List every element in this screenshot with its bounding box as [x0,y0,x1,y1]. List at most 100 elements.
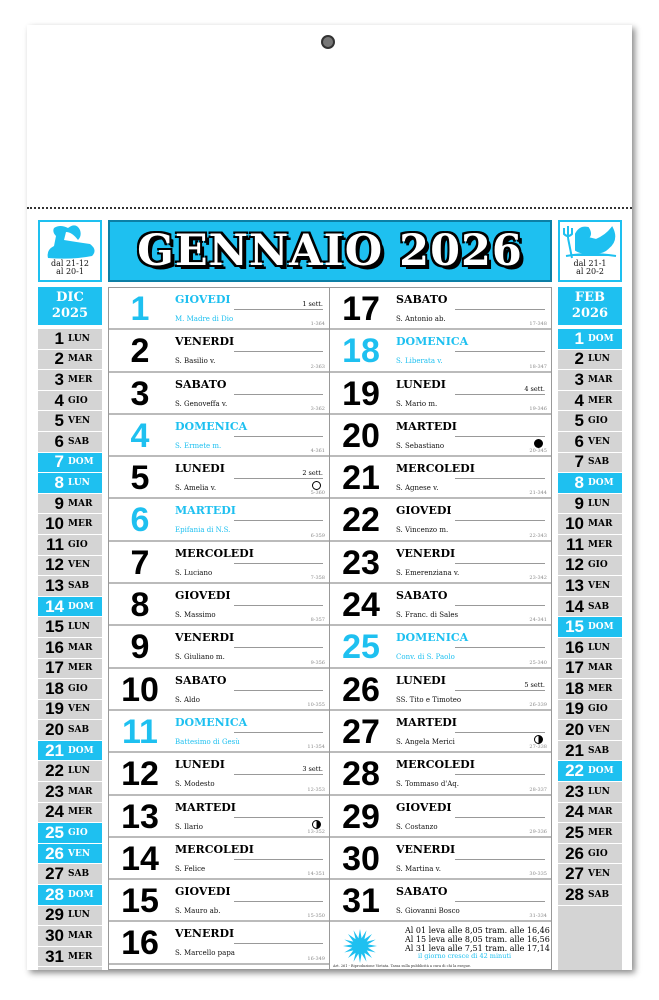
day-number: 12 [121,755,159,794]
weekday-name: SABATO [396,885,448,899]
side-day-number: 1 [574,328,584,348]
side-day-row: 16 LUN [558,638,622,659]
side-day-number: 1 [54,328,64,348]
weekday-name: DOMENICA [396,335,469,349]
side-day-number: 20 [565,720,584,740]
side-day-name: DOM [588,333,614,344]
day-row: 23 VENERDI S. Emerenziana v. 23-342 [330,542,551,585]
side-day-name: VEN [588,725,611,736]
saint-name: S. Marcello papa [175,949,235,958]
side-day-name: MAR [68,642,93,653]
day-row: 17 SABATO S. Antonio ab. 17-348 [330,288,551,331]
aquarius-icon [563,226,617,259]
moon-half-icon [312,819,321,829]
side-day-name: SAB [68,725,90,736]
side-day-name: GIO [68,539,88,550]
note-line [234,901,323,903]
side-day-number: 5 [54,411,64,431]
side-day-name: DOM [588,622,614,633]
day-number: 6 [130,501,150,540]
saint-name: S. Tommaso d'Aq. [396,780,459,789]
weekday-name: SABATO [396,293,448,306]
note-line [234,647,323,649]
page-title: GENNAIO 2026 [137,226,523,276]
day-number: 24 [342,586,380,625]
side-day-number: 24 [565,802,584,822]
day-number: 7 [130,543,150,582]
weekday-name: MERCOLEDI [396,758,475,772]
note-line [455,605,545,607]
side-day-name: MAR [68,786,93,797]
side-day-name: DOM [68,745,94,756]
weekday-name: MERCOLEDI [175,546,254,560]
side-day-name: MAR [588,519,613,530]
side-day-name: VEN [588,869,611,880]
side-day-row: 1 DOM [558,329,622,350]
side-day-name: SAB [588,889,610,900]
week-number: 3 sett. [302,765,323,774]
side-day-name: GIO [588,416,608,427]
side-day-number: 12 [45,555,64,575]
saint-name: S. Giovanni Bosco [396,907,460,916]
side-day-row: 26 GIO [558,844,622,865]
side-day-row: 14 SAB [558,597,622,618]
side-day-number: 27 [45,864,64,884]
sun-info-line: Al 15 leva alle 8,05 tram. alle 16,56 [405,935,550,945]
side-day-number: 14 [45,596,64,616]
side-day-name: LUN [588,498,610,509]
note-line [455,478,545,480]
days-column-2: 17 SABATO S. Antonio ab. 17-348 18 DOMENICA S.… [330,288,551,969]
day-row: 27 MARTEDI S. Angela Merici 27-338 [330,711,551,754]
day-of-year: 5-360 [310,490,325,497]
day-row: 1 GIOVEDI M. Madre di Dio 1-364 1 sett. [109,288,329,331]
saint-name: S. Costanzo [396,822,438,831]
saint-name: S. Sebastiano [396,441,445,450]
sun-icon [343,929,377,964]
side-day-name: GIO [68,683,88,694]
weekday-name: DOMENICA [396,631,469,645]
side-day-number: 18 [45,678,64,698]
day-of-year: 12-353 [307,786,325,793]
day-number: 15 [121,882,159,921]
side-day-name: LUN [68,333,90,344]
saint-name: S. Amelia v. [175,484,217,493]
side-day-number: 29 [45,905,64,925]
side-day-row: 2 MAR [38,349,102,371]
note-line [455,435,545,437]
moon-full-icon [312,481,321,491]
day-row: 5 LUNEDI S. Amelia v. 5-360 2 sett. [109,457,329,500]
side-day-row: 19 GIO [558,699,622,721]
side-day-name: MAR [68,931,93,942]
side-day-name: SAB [68,869,90,880]
note-line [234,435,323,437]
side-day-number: 24 [45,802,64,822]
day-number: 23 [342,543,380,582]
note-line [455,816,545,818]
weekday-name: MARTEDI [175,800,236,814]
day-of-year: 25-340 [529,659,547,666]
day-number: 14 [121,839,159,878]
note-line [455,689,545,691]
side-day-row: 3 MER [38,370,102,391]
day-of-year: 21-344 [529,490,547,497]
day-of-year: 14-351 [307,871,325,878]
side-day-row: 25 MER [558,823,622,844]
side-day-row: 10 MER [38,514,102,535]
day-number: 19 [342,374,380,413]
year-label: 2026 [571,306,609,321]
day-number: 26 [342,670,380,709]
weekday-name: VENERDI [175,335,235,349]
note-line [234,605,323,607]
side-day-row: 31 MER [38,947,102,968]
side-day-row: 20 SAB [38,720,102,741]
side-day-number: 5 [574,411,584,431]
week-number: 4 sett. [524,384,545,393]
day-number: 9 [130,628,150,667]
note-line [234,943,323,945]
side-day-name: LUN [68,622,90,633]
side-day-number: 28 [45,884,64,904]
side-day-number: 18 [565,678,584,698]
side-day-row: 23 MAR [38,782,102,803]
day-row: 6 MARTEDI Epifania di N.S. 6-359 [109,499,329,542]
zodiac-range-start: dal 21-1 [573,259,607,268]
